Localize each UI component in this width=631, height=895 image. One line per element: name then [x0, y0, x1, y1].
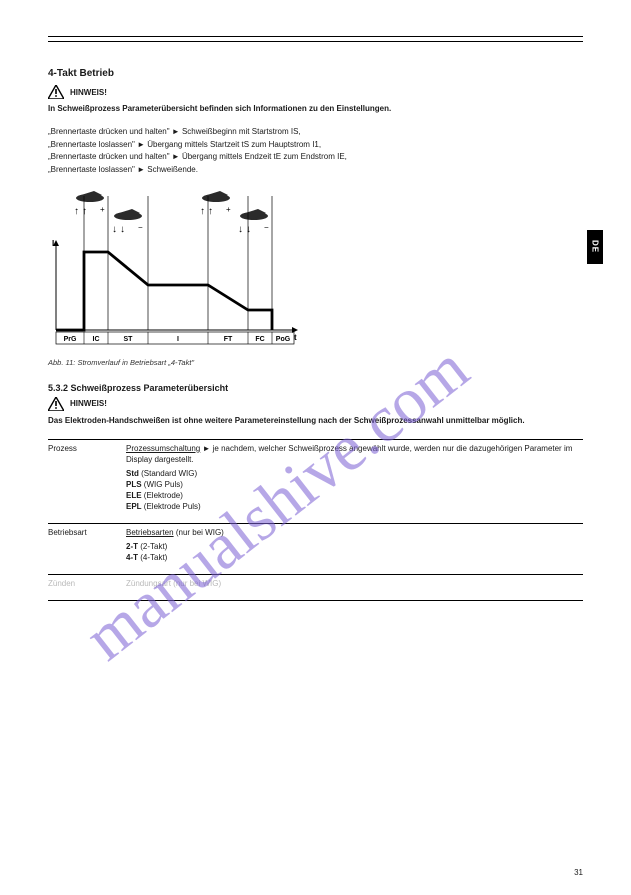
section-title-4takt: 4-Takt Betrieb: [48, 68, 583, 79]
table-rule-3: [48, 600, 583, 601]
svg-text:↑: ↑: [200, 206, 205, 217]
svg-text:↓: ↓: [112, 224, 117, 235]
figure-4takt: ↑ ↑ + ↓ ↓ − ↑ ↑ +: [48, 190, 302, 352]
param-val: Prozessumschaltung ► je nachdem, welcher…: [126, 444, 583, 513]
seq-line-4: „Brennertaste loslassen" ► Schweißende.: [48, 165, 583, 176]
warning-row-top: HINWEIS!: [48, 85, 583, 99]
svg-text:↑: ↑: [82, 206, 87, 217]
param-key: Prozess: [48, 444, 126, 455]
param-row-prozess: Prozess Prozessumschaltung ► je nachdem,…: [48, 440, 583, 523]
svg-text:PoG: PoG: [276, 336, 291, 343]
seq-line-3: „Brennertaste drücken und halten" ► Über…: [48, 152, 583, 163]
svg-text:↑: ↑: [74, 206, 79, 217]
seq-line-1: „Brennertaste drücken und halten" ► Schw…: [48, 127, 583, 138]
svg-text:I: I: [177, 336, 179, 343]
svg-text:↓: ↓: [238, 224, 243, 235]
warning-body-bottom: Das Elektroden-Handschweißen ist ohne we…: [48, 416, 583, 427]
svg-text:I: I: [52, 239, 54, 248]
warning-row-bottom: HINWEIS!: [48, 397, 583, 411]
seq-line-2: „Brennertaste loslassen" ► Übergang mitt…: [48, 140, 583, 151]
header-rule-2: [48, 41, 583, 42]
param-row-zuenden: Zünden Zündungsart (nur bei WIG): [48, 575, 583, 600]
param-row-betriebsart: Betriebsart Betriebsarten (nur bei WIG) …: [48, 524, 583, 574]
page-content: 4-Takt Betrieb HINWEIS! In Schweißprozes…: [0, 0, 631, 621]
param-key: Betriebsart: [48, 528, 126, 539]
svg-text:ST: ST: [124, 336, 134, 343]
param-val: Zündungsart (nur bei WIG): [126, 579, 583, 590]
svg-text:↓: ↓: [120, 224, 125, 235]
svg-text:↑: ↑: [208, 206, 213, 217]
svg-text:PrG: PrG: [64, 336, 77, 343]
page-number: 31: [574, 868, 583, 877]
svg-text:−: −: [264, 223, 269, 232]
warning-label-top: HINWEIS!: [70, 88, 107, 97]
warning-body-top: In Schweißprozess Parameterübersicht bef…: [48, 104, 583, 115]
warning-icon: [48, 397, 64, 411]
param-key: Zünden: [48, 579, 126, 590]
svg-text:FT: FT: [224, 336, 233, 343]
svg-text:+: +: [226, 205, 231, 214]
warning-label-bottom: HINWEIS!: [70, 399, 107, 408]
section-title-params: 5.3.2 Schweißprozess Parameterübersicht: [48, 383, 583, 393]
warning-icon: [48, 85, 64, 99]
figure-caption: Abb. 11: Stromverlauf in Betriebsart „4-…: [48, 358, 583, 367]
svg-text:FC: FC: [255, 336, 264, 343]
svg-text:t: t: [294, 333, 297, 342]
svg-text:↓: ↓: [246, 224, 251, 235]
svg-text:+: +: [100, 205, 105, 214]
param-val: Betriebsarten (nur bei WIG) 2-T (2-Takt)…: [126, 528, 583, 564]
trigger-icons: ↑ ↑ + ↓ ↓ − ↑ ↑ +: [74, 191, 269, 235]
svg-text:−: −: [138, 223, 143, 232]
svg-text:IC: IC: [93, 336, 100, 343]
